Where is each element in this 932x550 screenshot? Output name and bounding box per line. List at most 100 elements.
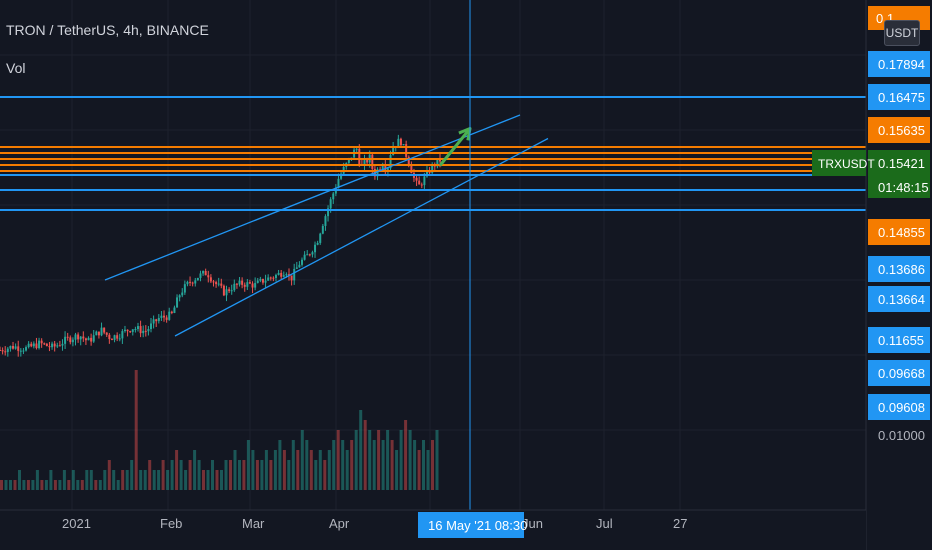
candle-body	[71, 339, 74, 343]
symbol-title: TRON / TetherUS, 4h, BINANCE	[6, 22, 209, 38]
price-label-text: 0.14855	[878, 225, 925, 240]
time-label-7: 27	[673, 516, 687, 531]
candle-body	[126, 329, 129, 332]
time-label-2: Mar	[242, 516, 265, 531]
volume-bar	[125, 470, 129, 490]
candle-body	[139, 326, 142, 334]
candle-body	[196, 277, 199, 281]
candle-body	[155, 319, 158, 322]
time-label-5: Jun	[522, 516, 543, 531]
candle-body	[64, 336, 67, 344]
volume-bar	[130, 460, 134, 490]
price-label-text: 0.09668	[878, 366, 925, 381]
candle-body	[410, 164, 413, 174]
volume-bar	[220, 470, 223, 490]
volume-bar	[71, 470, 75, 490]
volume-bar	[390, 440, 394, 490]
candle-body	[392, 147, 395, 156]
volume-bar	[40, 480, 44, 490]
candle-body	[324, 216, 327, 226]
volume-bar	[345, 450, 349, 490]
candle-body	[121, 331, 124, 339]
candle-body	[150, 323, 153, 330]
price-label-bg	[868, 84, 930, 110]
price-label-bg	[868, 394, 930, 420]
price-label-10: 0.01000	[878, 428, 925, 443]
price-label-6: 0.13664	[868, 286, 930, 312]
volume-bar	[80, 480, 84, 490]
candle-body	[293, 268, 296, 281]
candle-body	[32, 343, 35, 347]
candle-body	[199, 273, 202, 278]
candle-body	[418, 180, 421, 185]
candle-body	[92, 335, 95, 342]
candle-body	[358, 148, 361, 165]
candle-body	[306, 254, 309, 256]
candle-body	[204, 270, 207, 276]
candle-body	[40, 340, 43, 344]
candle-body	[103, 327, 106, 333]
candle-body	[225, 289, 228, 296]
symbol-tag-text: TRXUSDT	[818, 157, 875, 171]
price-label-bg	[868, 51, 930, 77]
candle-body	[241, 280, 244, 285]
candle-body	[12, 345, 15, 349]
volume-bar	[404, 420, 408, 490]
candle-body	[212, 281, 215, 283]
candle-body	[157, 317, 160, 322]
price-label-0: 0.17894	[868, 51, 930, 77]
candle-body	[129, 331, 132, 333]
volume-bar	[206, 470, 210, 490]
volume-bar	[0, 480, 3, 490]
volume-bar	[13, 480, 17, 490]
candle-body	[228, 289, 231, 292]
candle-body	[314, 244, 317, 253]
candle-body	[340, 173, 343, 179]
candle-body	[61, 343, 64, 346]
candle-body	[222, 285, 225, 296]
volume-bar	[422, 440, 425, 490]
volume-bar	[246, 440, 250, 490]
candle-body	[9, 345, 12, 349]
price-label-text: 0.09608	[878, 400, 925, 415]
candle-body	[27, 343, 30, 348]
candle-body	[173, 307, 176, 313]
candle-body	[45, 343, 48, 347]
volume-bar	[170, 460, 174, 490]
price-label-text: 0.13686	[878, 262, 925, 277]
volume-bar	[305, 440, 309, 490]
candle-body	[66, 336, 69, 338]
volume-bar	[188, 460, 192, 490]
volume-bar	[161, 460, 165, 490]
currency-button[interactable]: USDT	[884, 20, 920, 46]
volume-indicator-label[interactable]: Vol	[6, 60, 26, 76]
volume-bar	[139, 470, 143, 490]
candle-body	[230, 290, 233, 292]
volume-bar	[89, 470, 93, 490]
time-axis[interactable]: 2021FebMarAprMayJunJul2716 May '21 08:30	[0, 509, 866, 550]
candle-body	[332, 193, 335, 200]
volume-bar	[211, 460, 214, 490]
candle-body	[267, 277, 270, 281]
volume-bar	[341, 440, 345, 490]
volume-bar	[269, 460, 273, 490]
countdown-bg	[868, 176, 930, 198]
candle-body	[397, 138, 400, 147]
volume-bar	[103, 470, 107, 490]
price-label-bg	[868, 219, 930, 245]
candle-body	[30, 343, 33, 347]
candle-body	[376, 169, 379, 177]
volume-bar	[224, 460, 228, 490]
volume-bar	[67, 480, 71, 490]
volume-bar	[193, 450, 197, 490]
price-axis[interactable]: 0.10.178940.164750.156350.15421TRXUSDT01…	[812, 0, 932, 550]
candle-body	[43, 343, 46, 345]
candle-body	[327, 208, 330, 217]
trend-channel[interactable]	[104, 114, 549, 337]
volume-bar	[152, 470, 156, 490]
candle-body	[56, 345, 59, 347]
volume-bar	[296, 450, 300, 490]
volume-bar	[116, 480, 120, 490]
candle-body	[51, 343, 54, 348]
